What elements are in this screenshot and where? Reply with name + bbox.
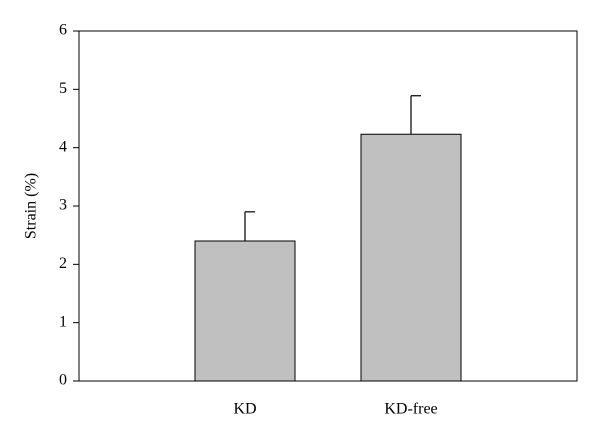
y-tick-label: 4: [59, 138, 67, 155]
y-tick-label: 3: [59, 197, 67, 214]
y-tick-label: 5: [59, 80, 67, 97]
y-tick-label: 2: [59, 255, 67, 272]
bar: [360, 133, 462, 382]
bar: [194, 240, 296, 382]
y-axis-label: Strain (%): [23, 173, 40, 239]
x-tick-label: KD: [233, 401, 256, 418]
y-tick-label: 0: [59, 372, 67, 389]
y-tick-label: 1: [59, 313, 67, 330]
x-tick-label: KD-free: [384, 401, 437, 418]
y-tick-label: 6: [59, 22, 67, 39]
plot-frame: [78, 30, 578, 382]
